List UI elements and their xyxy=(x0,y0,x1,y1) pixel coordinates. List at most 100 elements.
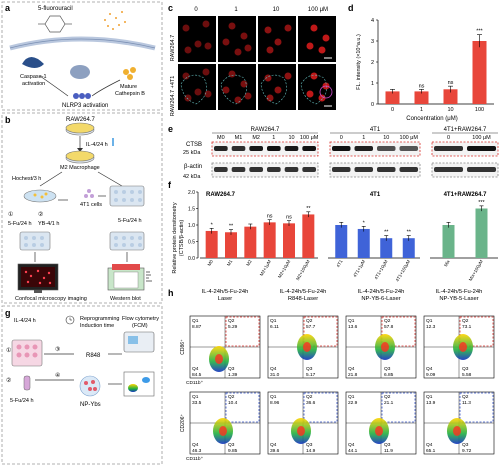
cell-outline xyxy=(260,74,287,105)
significance-label: ns xyxy=(448,80,454,86)
flow-cytometer-icon xyxy=(123,331,155,353)
western-label: Western blot xyxy=(110,296,141,302)
y-tick-label: 1.5 xyxy=(188,207,195,213)
actin-band xyxy=(354,167,373,172)
flow-y-axis-label: CD86⁺ xyxy=(180,339,186,355)
panel-c: c 0 1 10 100 μM RAW264.7 RAW264.7 +4T1 xyxy=(168,3,336,116)
cell-population-core xyxy=(381,342,389,352)
conc-label: 0 xyxy=(194,7,198,13)
highlight-quadrant xyxy=(459,392,494,423)
panel-g-border xyxy=(1,305,163,465)
step1-label: 5-Fu/24 h xyxy=(8,221,32,227)
flow-column-header: IL-4-24h/5-Fu-24h xyxy=(202,289,249,295)
significance-label: *** xyxy=(478,200,485,206)
cell-signal xyxy=(222,38,230,46)
lane-label: 10 xyxy=(383,135,389,141)
flow-cytometry-grid: IL-4-24h/5-Fu-24hLaserIL-4-24h/5-Fu-24hR… xyxy=(180,289,495,462)
quadrant-name: Q4 xyxy=(426,442,433,448)
cell-signal xyxy=(318,94,326,102)
ctsb-band xyxy=(267,146,281,151)
quadrant-value: 13.6 xyxy=(348,324,358,330)
quadrant-value: 5.29 xyxy=(228,324,238,330)
group-title: RAW264.7 xyxy=(206,192,236,198)
quadrant-value: 31.0 xyxy=(270,372,280,378)
bar xyxy=(263,222,276,258)
quadrant-name: Q3 xyxy=(306,442,313,448)
significance-label: * xyxy=(363,220,366,226)
quadrant-name: Q2 xyxy=(384,394,391,400)
cell-signal xyxy=(194,40,202,48)
clock-icon xyxy=(65,315,75,325)
well-plate-icon xyxy=(11,339,43,367)
cell-population-core xyxy=(219,426,227,436)
quadrant-name: Q3 xyxy=(384,442,391,448)
highlight-quadrant xyxy=(225,392,260,423)
ctsb-band xyxy=(249,146,263,151)
actin-band xyxy=(434,167,463,172)
cell-signal xyxy=(274,38,282,46)
g-fu-label: 5-Fu/24 h xyxy=(10,398,34,404)
cell-signal xyxy=(266,46,274,54)
pipette-icon xyxy=(112,138,114,146)
actin-band xyxy=(249,167,263,172)
y-tick-label: 2 xyxy=(371,60,374,66)
g-il4-label: IL-4/24 h xyxy=(14,318,36,324)
quadrant-name: Q4 xyxy=(192,442,199,448)
cell-signal xyxy=(204,90,212,98)
panel-letter-d: d xyxy=(348,3,354,13)
quadrant-value: 39.6 xyxy=(270,448,280,454)
conc-label: 1 xyxy=(234,7,238,13)
panel-f: f Relative protein densitometry (CTSB/β-… xyxy=(168,180,498,282)
ctsb-band xyxy=(467,146,496,151)
lysosome-icon xyxy=(70,65,90,79)
culture-dish-icon xyxy=(65,122,95,136)
quadrant-name: Q3 xyxy=(228,442,235,448)
drug-particles-icon xyxy=(104,11,126,30)
cell-outline xyxy=(300,74,327,105)
quadrant-name: Q1 xyxy=(270,394,277,400)
ctsb-band xyxy=(302,146,316,151)
panel-letter-g: g xyxy=(5,308,11,318)
cell-signal xyxy=(274,86,282,94)
quadrant-name: Q2 xyxy=(306,318,313,324)
highlight-quadrant xyxy=(303,392,338,423)
cell-signal xyxy=(204,42,212,50)
x-tick-label: M2+100μM xyxy=(295,259,311,281)
flow-column-header: IL-4-24h/5-Fu-24h xyxy=(358,289,405,295)
cell-signal xyxy=(244,92,252,100)
x-tick-label: M2 xyxy=(245,259,253,267)
significance-label: ** xyxy=(384,230,389,236)
x-tick-label: Mix xyxy=(443,258,451,267)
flow-x-axis-label: CD11b⁺ xyxy=(186,380,204,386)
y-tick-label: 2.0 xyxy=(188,190,195,196)
fluorescence-image xyxy=(298,16,336,62)
cell-population-core xyxy=(215,354,223,364)
x-tick-label: 10 xyxy=(447,107,453,113)
d-ylabel: FL. intensity (×10⁴a.u.) xyxy=(355,34,362,90)
panel-letter-h: h xyxy=(168,288,174,298)
quadrant-value: 9.09 xyxy=(426,372,436,378)
lane-label: 100 μM xyxy=(400,135,419,141)
panel-e: e RAW264.7 4T1 4T1+RAW264.7 CTSB 25 kDa … xyxy=(168,124,499,180)
quadrant-value: 8.96 xyxy=(270,400,280,406)
bar xyxy=(385,91,400,104)
cell-signal xyxy=(222,86,230,94)
fluorescence-image xyxy=(178,64,216,110)
quadrant-name: Q2 xyxy=(462,318,469,324)
cell-signal xyxy=(228,22,236,30)
quadrant-value: 11.9 xyxy=(384,448,393,454)
y-tick-label: 1 xyxy=(371,81,374,87)
fluorescence-image-grid xyxy=(178,16,336,110)
cell-signal xyxy=(318,46,326,54)
actin-band xyxy=(302,167,316,172)
flow-column-header: NP-YB-5-Laser xyxy=(439,296,478,302)
cell-signal xyxy=(244,44,252,52)
quadrant-name: Q2 xyxy=(228,394,235,400)
microscope-monitor-icon xyxy=(17,263,59,293)
cathepsin-icon xyxy=(123,67,136,80)
cell-signal xyxy=(306,42,314,50)
bar xyxy=(402,238,415,258)
g-step-d: ④ xyxy=(55,372,60,379)
cell-signal xyxy=(184,94,192,102)
nlrp3-complex-icon xyxy=(73,93,91,99)
